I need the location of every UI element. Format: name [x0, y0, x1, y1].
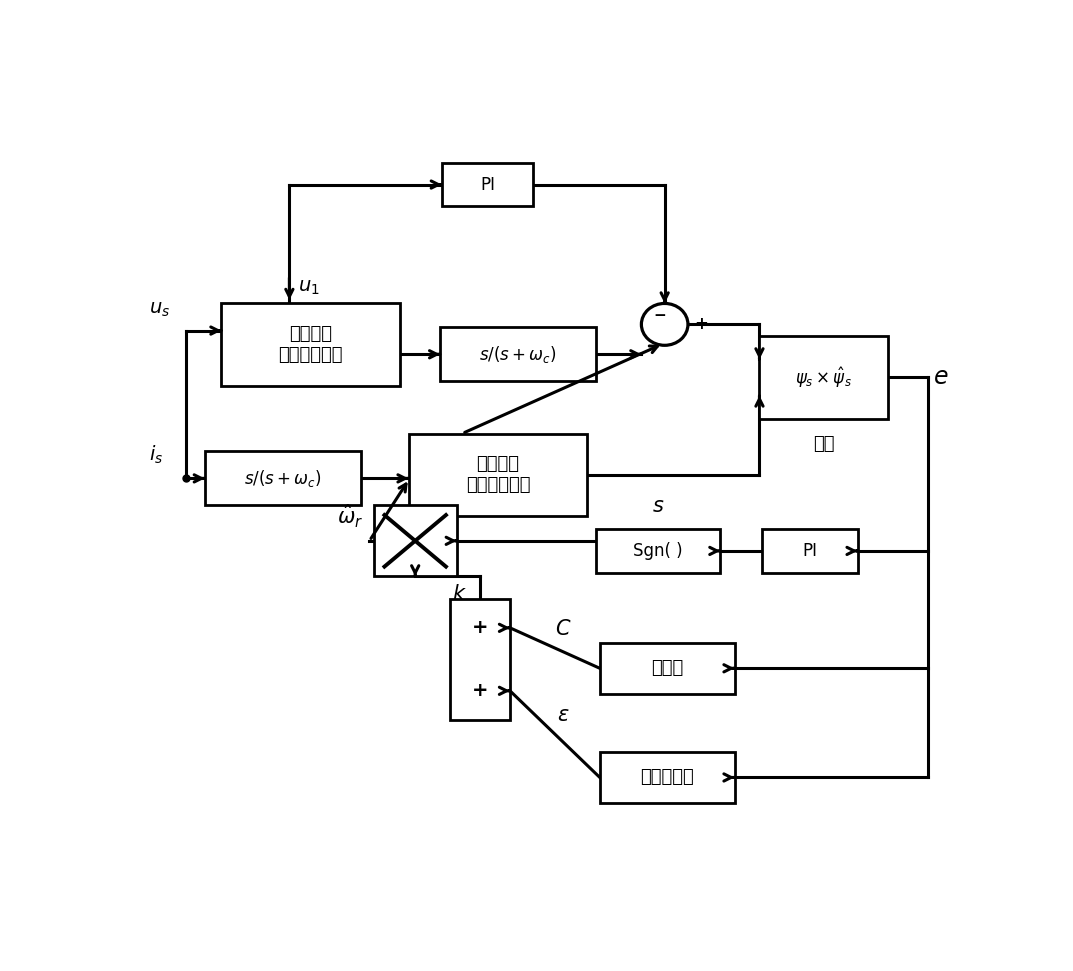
Text: 电压模型
（参考模型）: 电压模型 （参考模型） — [279, 325, 343, 364]
FancyBboxPatch shape — [596, 529, 720, 573]
FancyBboxPatch shape — [440, 327, 597, 382]
Text: $i_s$: $i_s$ — [149, 444, 163, 466]
Text: $u_s$: $u_s$ — [149, 300, 171, 318]
Text: $\psi_s\times\hat{\psi}_s$: $\psi_s\times\hat{\psi}_s$ — [795, 365, 852, 389]
FancyBboxPatch shape — [451, 599, 510, 720]
Text: 叉积: 叉积 — [813, 435, 835, 453]
Text: 调节器: 调节器 — [651, 659, 684, 678]
Text: $s/(s+\omega_c)$: $s/(s+\omega_c)$ — [480, 344, 557, 365]
Text: PI: PI — [803, 542, 818, 560]
Text: $C$: $C$ — [555, 619, 572, 639]
Text: $s$: $s$ — [651, 496, 664, 516]
Text: PI: PI — [480, 176, 495, 193]
FancyBboxPatch shape — [762, 529, 857, 573]
FancyBboxPatch shape — [373, 505, 457, 577]
Text: 电流模型
（可调模型）: 电流模型 （可调模型） — [466, 455, 530, 494]
FancyBboxPatch shape — [221, 303, 400, 385]
Text: $u_1$: $u_1$ — [297, 279, 320, 297]
Text: +: + — [472, 682, 488, 700]
Text: $s/(s+\omega_c)$: $s/(s+\omega_c)$ — [245, 468, 322, 488]
FancyBboxPatch shape — [442, 163, 533, 206]
Text: $\hat{\omega}_r$: $\hat{\omega}_r$ — [337, 502, 364, 529]
FancyBboxPatch shape — [205, 452, 362, 505]
Text: 模糊控制器: 模糊控制器 — [641, 768, 694, 787]
Text: $\varepsilon$: $\varepsilon$ — [557, 705, 570, 725]
FancyBboxPatch shape — [600, 643, 735, 693]
FancyBboxPatch shape — [760, 336, 888, 419]
FancyBboxPatch shape — [409, 433, 587, 516]
FancyBboxPatch shape — [600, 752, 735, 803]
Text: $k$: $k$ — [452, 584, 467, 604]
Text: Sgn( ): Sgn( ) — [633, 542, 682, 560]
Text: +: + — [694, 316, 708, 333]
Text: −: − — [653, 308, 666, 323]
Text: $e$: $e$ — [934, 365, 949, 389]
Text: +: + — [472, 619, 488, 637]
